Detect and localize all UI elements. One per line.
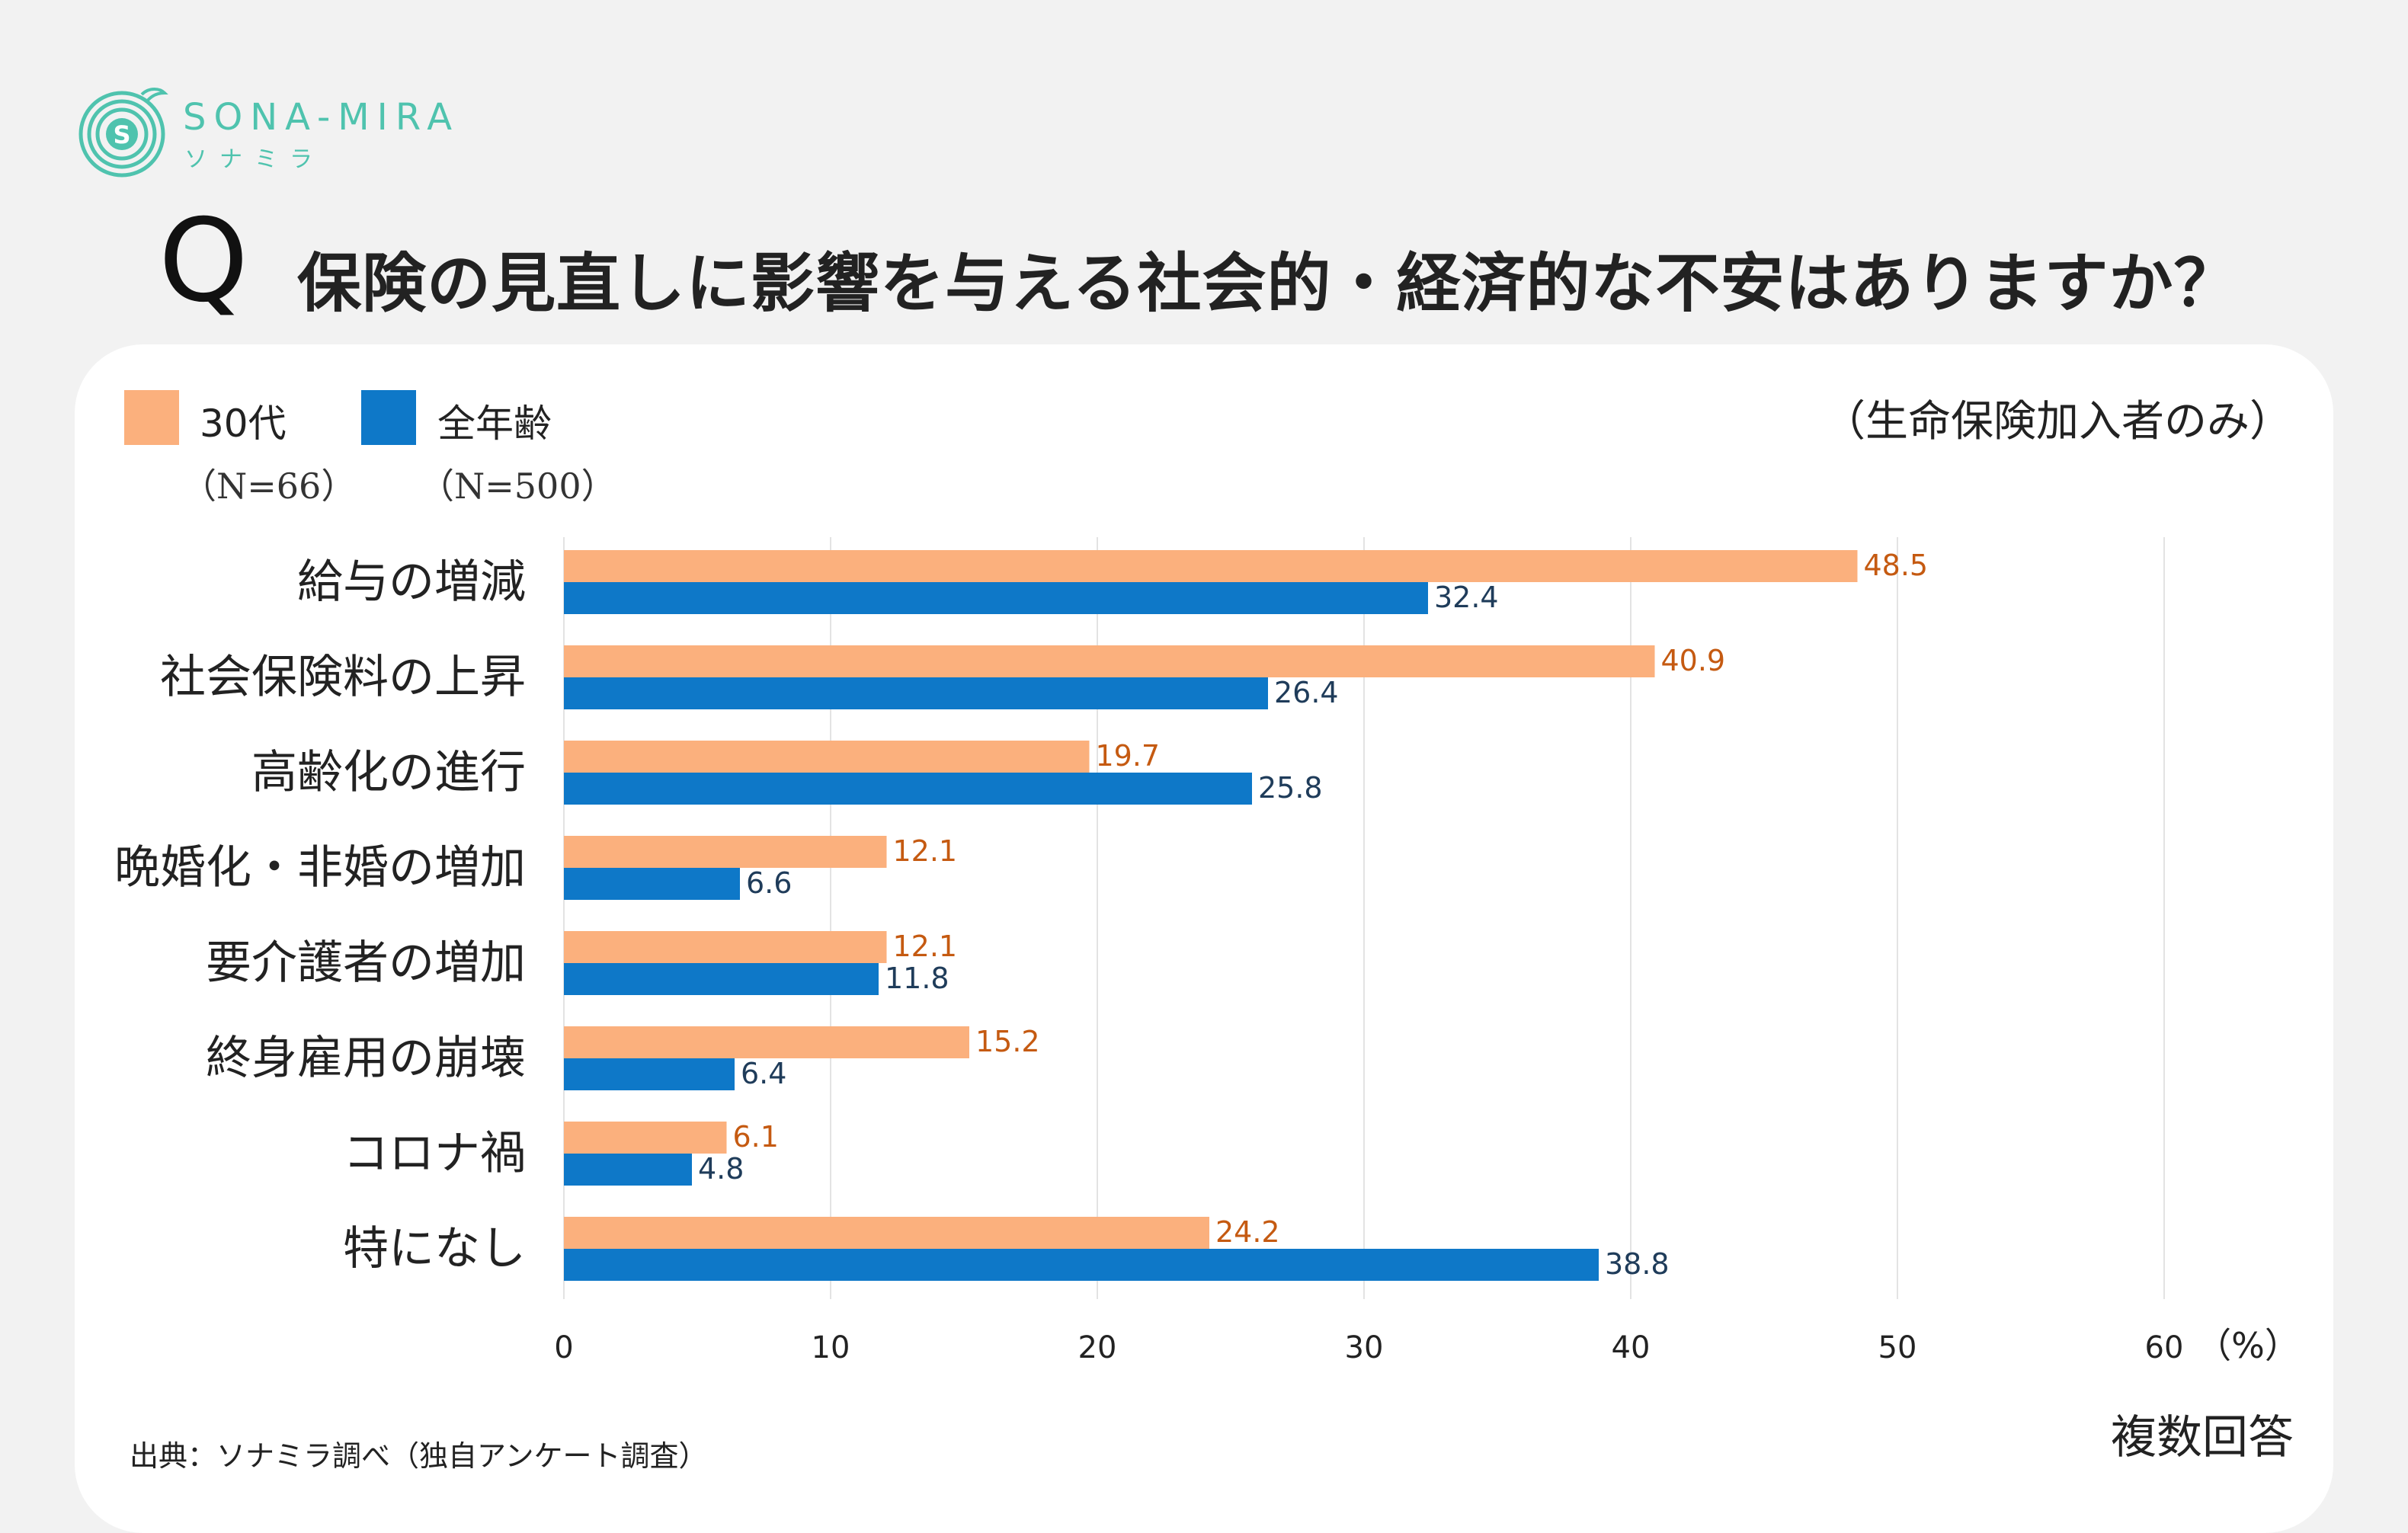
bar-30s xyxy=(564,1217,1209,1249)
source-note: 出典：ソナミラ調べ（独自アンケート調査） xyxy=(130,1439,708,1473)
bar-30s xyxy=(564,645,1655,677)
data-label: 4.8 xyxy=(698,1152,744,1186)
bar-30s xyxy=(564,1026,969,1058)
legend-n-30s: （N=66） xyxy=(181,466,357,507)
bar-30s xyxy=(564,836,887,868)
x-unit-label: （%） xyxy=(2196,1325,2300,1366)
legend-label-all-ages: 全年齢 xyxy=(437,402,552,446)
x-tick-label: 20 xyxy=(1078,1330,1117,1365)
sona-mira-logo-icon: S xyxy=(78,88,168,178)
data-label: 12.1 xyxy=(893,930,958,963)
x-tick-label: 40 xyxy=(1612,1330,1651,1365)
svg-text:S: S xyxy=(113,120,130,149)
bar-all-ages xyxy=(564,868,740,900)
data-label: 6.4 xyxy=(741,1057,786,1090)
bar-all-ages xyxy=(564,582,1428,614)
legend-swatch-all-ages xyxy=(361,390,416,445)
x-tick-label: 10 xyxy=(812,1330,850,1365)
brand-name-kana: ソナミラ xyxy=(184,146,325,173)
data-label: 24.2 xyxy=(1215,1215,1280,1249)
bar-all-ages xyxy=(564,773,1252,805)
x-tick-label: 30 xyxy=(1345,1330,1384,1365)
question-title: 保険の見直しに影響を与える社会的・経済的な不安はありますか？ xyxy=(297,246,2239,321)
bar-all-ages xyxy=(564,1154,692,1186)
question-marker: Q xyxy=(159,195,249,328)
data-label: 11.8 xyxy=(885,962,949,995)
data-label: 32.4 xyxy=(1434,581,1499,614)
category-label: コロナ禍 xyxy=(343,1127,526,1180)
data-label: 15.2 xyxy=(975,1025,1040,1058)
brand-name: SONA-MIRA xyxy=(183,96,460,139)
bar-all-ages xyxy=(564,963,879,995)
category-label: 要介護者の増加 xyxy=(206,936,526,990)
category-label: 社会保険料の上昇 xyxy=(160,651,526,704)
data-label: 38.8 xyxy=(1605,1247,1670,1281)
category-label: 晩婚化・非婚の増加 xyxy=(114,841,526,895)
legend-n-all-ages: （N=500） xyxy=(419,466,616,507)
category-label: 高齢化の進行 xyxy=(251,746,526,799)
bar-30s xyxy=(564,1122,727,1154)
brand-logo: S SONA-MIRA ソナミラ xyxy=(76,82,472,181)
chart-card xyxy=(75,344,2333,1533)
data-label: 26.4 xyxy=(1274,676,1339,709)
x-tick-label: 0 xyxy=(554,1330,573,1365)
category-label: 特になし xyxy=(343,1222,526,1275)
bar-all-ages xyxy=(564,1249,1599,1281)
bar-all-ages xyxy=(564,1058,735,1090)
data-label: 25.8 xyxy=(1258,771,1323,805)
x-tick-label: 50 xyxy=(1878,1330,1917,1365)
data-label: 6.6 xyxy=(746,866,792,900)
data-label: 40.9 xyxy=(1661,644,1726,677)
scope-note: （生命保険加入者のみ） xyxy=(1823,397,2292,446)
bar-30s xyxy=(564,550,1858,582)
bar-30s xyxy=(564,741,1090,773)
x-tick-label: 60 xyxy=(2145,1330,2184,1365)
data-label: 48.5 xyxy=(1864,549,1929,582)
bar-chart: 0 10 20 30 40 50 60 （%） 給与の増減 48.5 32.4 社会保険料の上昇 40.… xyxy=(114,537,2300,1366)
category-label: 終身雇用の崩壊 xyxy=(206,1032,526,1085)
answer-type-note: 複数回答 xyxy=(2111,1411,2294,1464)
data-label: 19.7 xyxy=(1096,739,1161,773)
bar-30s xyxy=(564,931,887,963)
bar-all-ages xyxy=(564,677,1268,709)
legend-label-30s: 30代 xyxy=(200,402,287,446)
legend-swatch-30s xyxy=(124,390,179,445)
data-label: 6.1 xyxy=(733,1120,779,1154)
category-label: 給与の増減 xyxy=(297,555,526,609)
data-label: 12.1 xyxy=(893,834,958,868)
